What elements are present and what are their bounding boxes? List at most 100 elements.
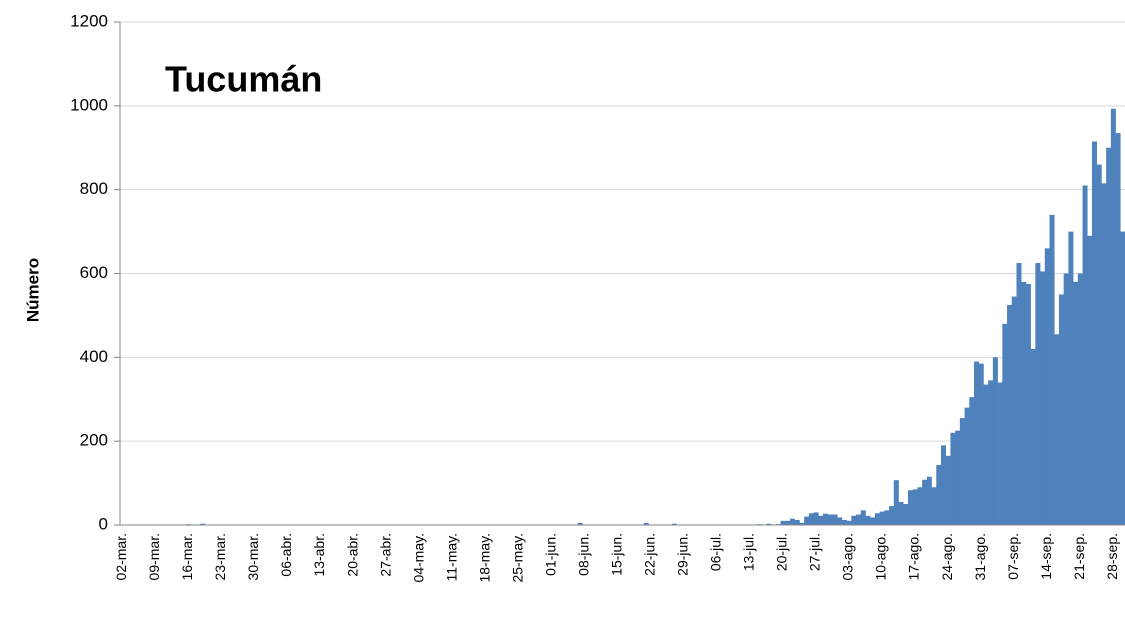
x-tick-label: 23-mar. [212, 533, 228, 580]
x-tick-label: 28-sep. [1104, 533, 1120, 580]
x-tick-label: 01-jun. [542, 533, 558, 576]
bar [780, 520, 786, 525]
bar [992, 357, 998, 525]
bar [818, 515, 824, 525]
x-tick-label: 06-abr. [278, 533, 294, 577]
bar [851, 515, 857, 525]
bar [940, 445, 947, 525]
bar [1021, 281, 1027, 525]
bar [799, 522, 805, 525]
bar [983, 384, 989, 525]
bar [926, 476, 932, 525]
bar [1091, 141, 1097, 525]
bar [1110, 108, 1116, 525]
bar [931, 487, 937, 525]
bar [1068, 231, 1074, 526]
x-tick-label: 02-mar. [113, 533, 129, 580]
x-tick-label: 20-abr. [344, 533, 360, 577]
bar [672, 523, 678, 525]
bar [950, 432, 956, 525]
bar [832, 514, 838, 525]
x-tick-label: 27-jul. [807, 533, 823, 571]
x-tick-label: 22-jun. [642, 533, 658, 576]
y-axis-label: Número [23, 258, 42, 322]
x-tick-label: 18-may. [476, 533, 492, 583]
bar [1063, 273, 1069, 525]
bar [1058, 294, 1064, 525]
x-tick-label: 20-jul. [774, 533, 790, 571]
y-tick-label: 1000 [70, 95, 108, 114]
y-tick-label: 800 [80, 179, 108, 198]
bar [860, 510, 866, 525]
bar [785, 520, 791, 525]
bar [1025, 283, 1031, 525]
bar [1077, 273, 1083, 525]
bar [808, 513, 814, 525]
bar [837, 517, 843, 525]
bar [889, 506, 895, 525]
x-tick-label: 24-ago. [939, 533, 955, 580]
bar [1096, 164, 1102, 525]
bar [643, 522, 649, 525]
bar [955, 430, 961, 525]
bar [1044, 248, 1050, 525]
bar [1101, 183, 1107, 526]
x-tick-label: 29-jun. [675, 533, 691, 576]
x-tick-label: 10-ago. [873, 533, 889, 580]
bar [870, 517, 876, 525]
x-tick-label: 31-ago. [972, 533, 988, 580]
bar [1007, 304, 1013, 525]
bar [827, 514, 833, 525]
x-tick-label: 06-jul. [708, 533, 724, 571]
y-tick-label: 600 [80, 263, 108, 282]
bar [964, 407, 970, 525]
bar [974, 361, 980, 525]
bar [200, 523, 206, 525]
bar [1106, 147, 1112, 525]
x-tick-label: 09-mar. [146, 533, 162, 580]
bar [978, 363, 984, 525]
bar [856, 514, 862, 525]
bar [959, 418, 965, 525]
bar [1115, 133, 1121, 525]
bar [917, 487, 923, 525]
bar [936, 465, 942, 525]
y-tick-label: 400 [80, 347, 108, 366]
y-tick-label: 0 [99, 514, 108, 533]
bar [907, 490, 913, 525]
bar [823, 513, 829, 525]
bar [577, 522, 583, 525]
x-tick-label: 08-jun. [575, 533, 591, 576]
bar [997, 382, 1003, 525]
x-tick-label: 25-may. [509, 533, 525, 583]
bar [1016, 263, 1022, 525]
bar [922, 479, 928, 525]
bar [813, 512, 819, 525]
x-tick-label: 03-ago. [840, 533, 856, 580]
bar [945, 455, 951, 525]
x-tick-label: 13-abr. [311, 533, 327, 577]
bar [969, 397, 975, 525]
bar [1073, 281, 1079, 525]
x-tick-label: 07-sep. [1005, 533, 1021, 580]
x-tick-label: 21-sep. [1071, 533, 1087, 580]
x-tick-label: 27-abr. [377, 533, 393, 577]
bar [898, 501, 904, 525]
x-tick-label: 13-jul. [741, 533, 757, 571]
x-tick-label: 11-may. [443, 533, 459, 582]
x-tick-label: 14-sep. [1038, 533, 1054, 580]
bar [1082, 185, 1088, 525]
bar [841, 519, 847, 525]
bar [893, 480, 899, 525]
bar [804, 516, 810, 525]
bar [1030, 348, 1036, 525]
bar [1002, 323, 1008, 525]
x-tick-label: 30-mar. [245, 533, 261, 580]
bar [874, 513, 880, 525]
bar [794, 519, 800, 525]
bar [1049, 214, 1055, 526]
bar [865, 515, 871, 525]
bar [846, 520, 852, 525]
